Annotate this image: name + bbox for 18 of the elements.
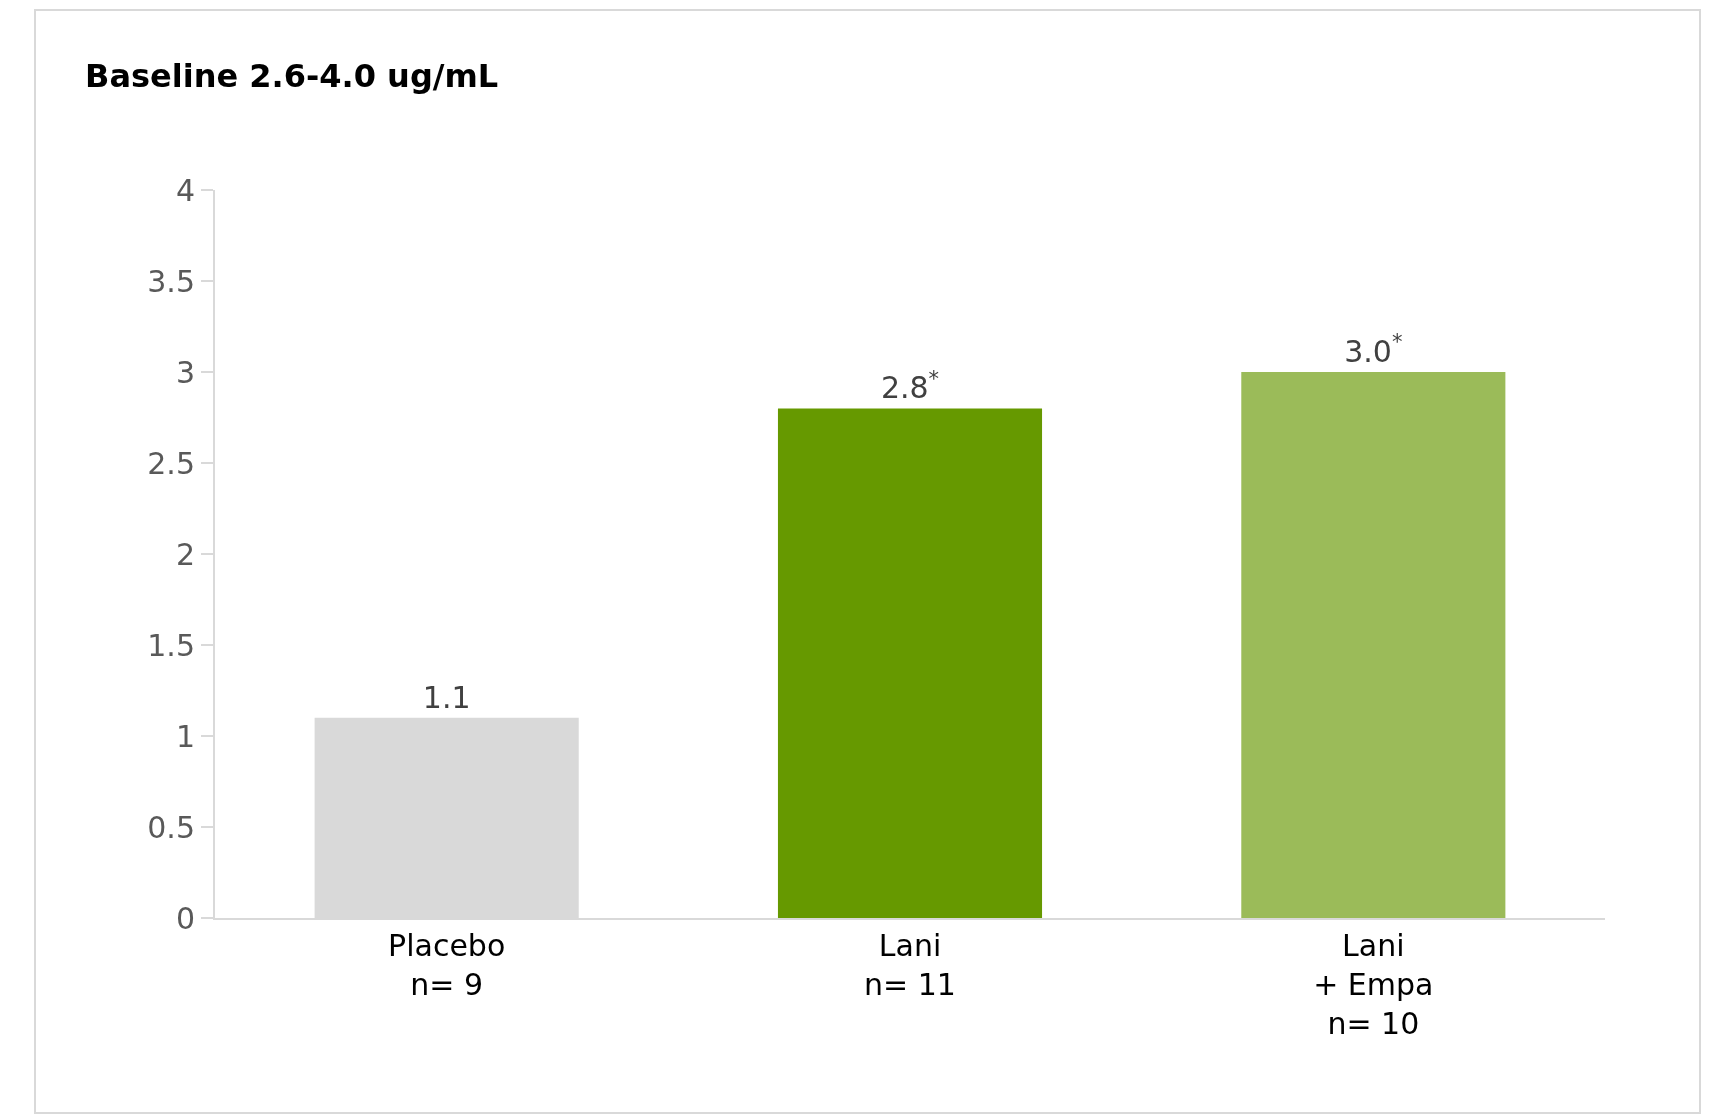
data-label: 2.8$^{*}$ xyxy=(880,366,940,406)
y-tick-label: 1 xyxy=(175,718,195,754)
chart-title: Baseline 2.6-4.0 ug/mL xyxy=(85,57,499,96)
x-tick-label: Placebo n= 9 xyxy=(388,928,506,1002)
y-tick-label: 3.5 xyxy=(147,263,195,299)
y-tick-label: 2 xyxy=(175,536,195,572)
y-tick-label: 3 xyxy=(175,354,195,390)
x-tick-label: Lani n= 11 xyxy=(864,928,956,1002)
data-label: 3.0$^{*}$ xyxy=(1344,330,1403,369)
y-tick-label: 0.5 xyxy=(147,809,195,845)
bar xyxy=(1241,372,1506,918)
bar xyxy=(777,408,1043,918)
data-label: 1.1 xyxy=(422,679,471,715)
y-tick-label: 0 xyxy=(175,900,195,936)
x-tick-label: Lani + Empa n= 10 xyxy=(1313,928,1434,1041)
y-tick-label: 2.5 xyxy=(147,445,195,481)
y-tick-label: 1.5 xyxy=(147,627,195,663)
y-tick-label: 4 xyxy=(175,172,195,208)
